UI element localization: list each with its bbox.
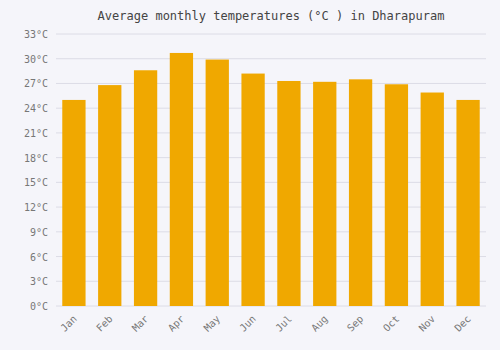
x-tick-label: Dec: [452, 313, 473, 334]
x-tick-label: Jul: [273, 313, 294, 334]
y-tick-label: 30°C: [24, 54, 48, 65]
title: Average monthly temperatures (°C ) in Dh…: [98, 9, 445, 23]
x-tick-label: Oct: [381, 313, 402, 334]
bar: [62, 100, 85, 306]
bar: [241, 74, 264, 306]
bar: [349, 79, 372, 306]
x-tick-label: Mar: [130, 313, 151, 334]
y-tick-label: 18°C: [24, 153, 48, 164]
bar: [277, 81, 300, 306]
y-tick-label: 27°C: [24, 78, 48, 89]
y-tick-label: 9°C: [30, 227, 48, 238]
y-tick-label: 3°C: [30, 276, 48, 287]
bar: [313, 82, 336, 306]
y-tick-label: 12°C: [24, 202, 48, 213]
chart: Average monthly temperatures (°C ) in Dh…: [0, 0, 500, 350]
grid: [56, 34, 486, 306]
x-tick-label: Sep: [345, 313, 366, 334]
bar: [421, 93, 444, 306]
y-tick-label: 15°C: [24, 177, 48, 188]
x-tick-label: Feb: [94, 313, 115, 334]
grid-line: [56, 58, 486, 59]
y-tick-label: 21°C: [24, 128, 48, 139]
x-tick-label: Apr: [166, 313, 187, 334]
y-tick-label: 24°C: [24, 103, 48, 114]
x-tick-label: May: [202, 313, 223, 334]
y-tick-label: 0°C: [30, 301, 48, 312]
bar: [170, 53, 193, 306]
x-axis: Jan Feb Mar Apr May Jun Jul Aug Sep Oct Nov Dec: [58, 313, 473, 334]
x-tick-label: Aug: [309, 313, 330, 334]
x-tick-label: Jan: [58, 313, 79, 334]
bar: [98, 85, 121, 306]
grid-line: [56, 83, 486, 84]
x-tick-label: Jun: [237, 313, 258, 334]
bar: [134, 70, 157, 306]
y-tick-label: 6°C: [30, 252, 48, 263]
bar: [385, 84, 408, 306]
x-tick-label: Nov: [417, 313, 438, 334]
bar: [206, 60, 229, 306]
bar: [456, 100, 479, 306]
bars: [62, 53, 479, 306]
grid-line: [56, 34, 486, 35]
y-axis: 0°C 3°C 6°C 9°C 12°C 15°C 18°C 21°C 24°C 27°C 30°C…: [24, 29, 48, 312]
y-tick-label: 33°C: [24, 29, 48, 40]
